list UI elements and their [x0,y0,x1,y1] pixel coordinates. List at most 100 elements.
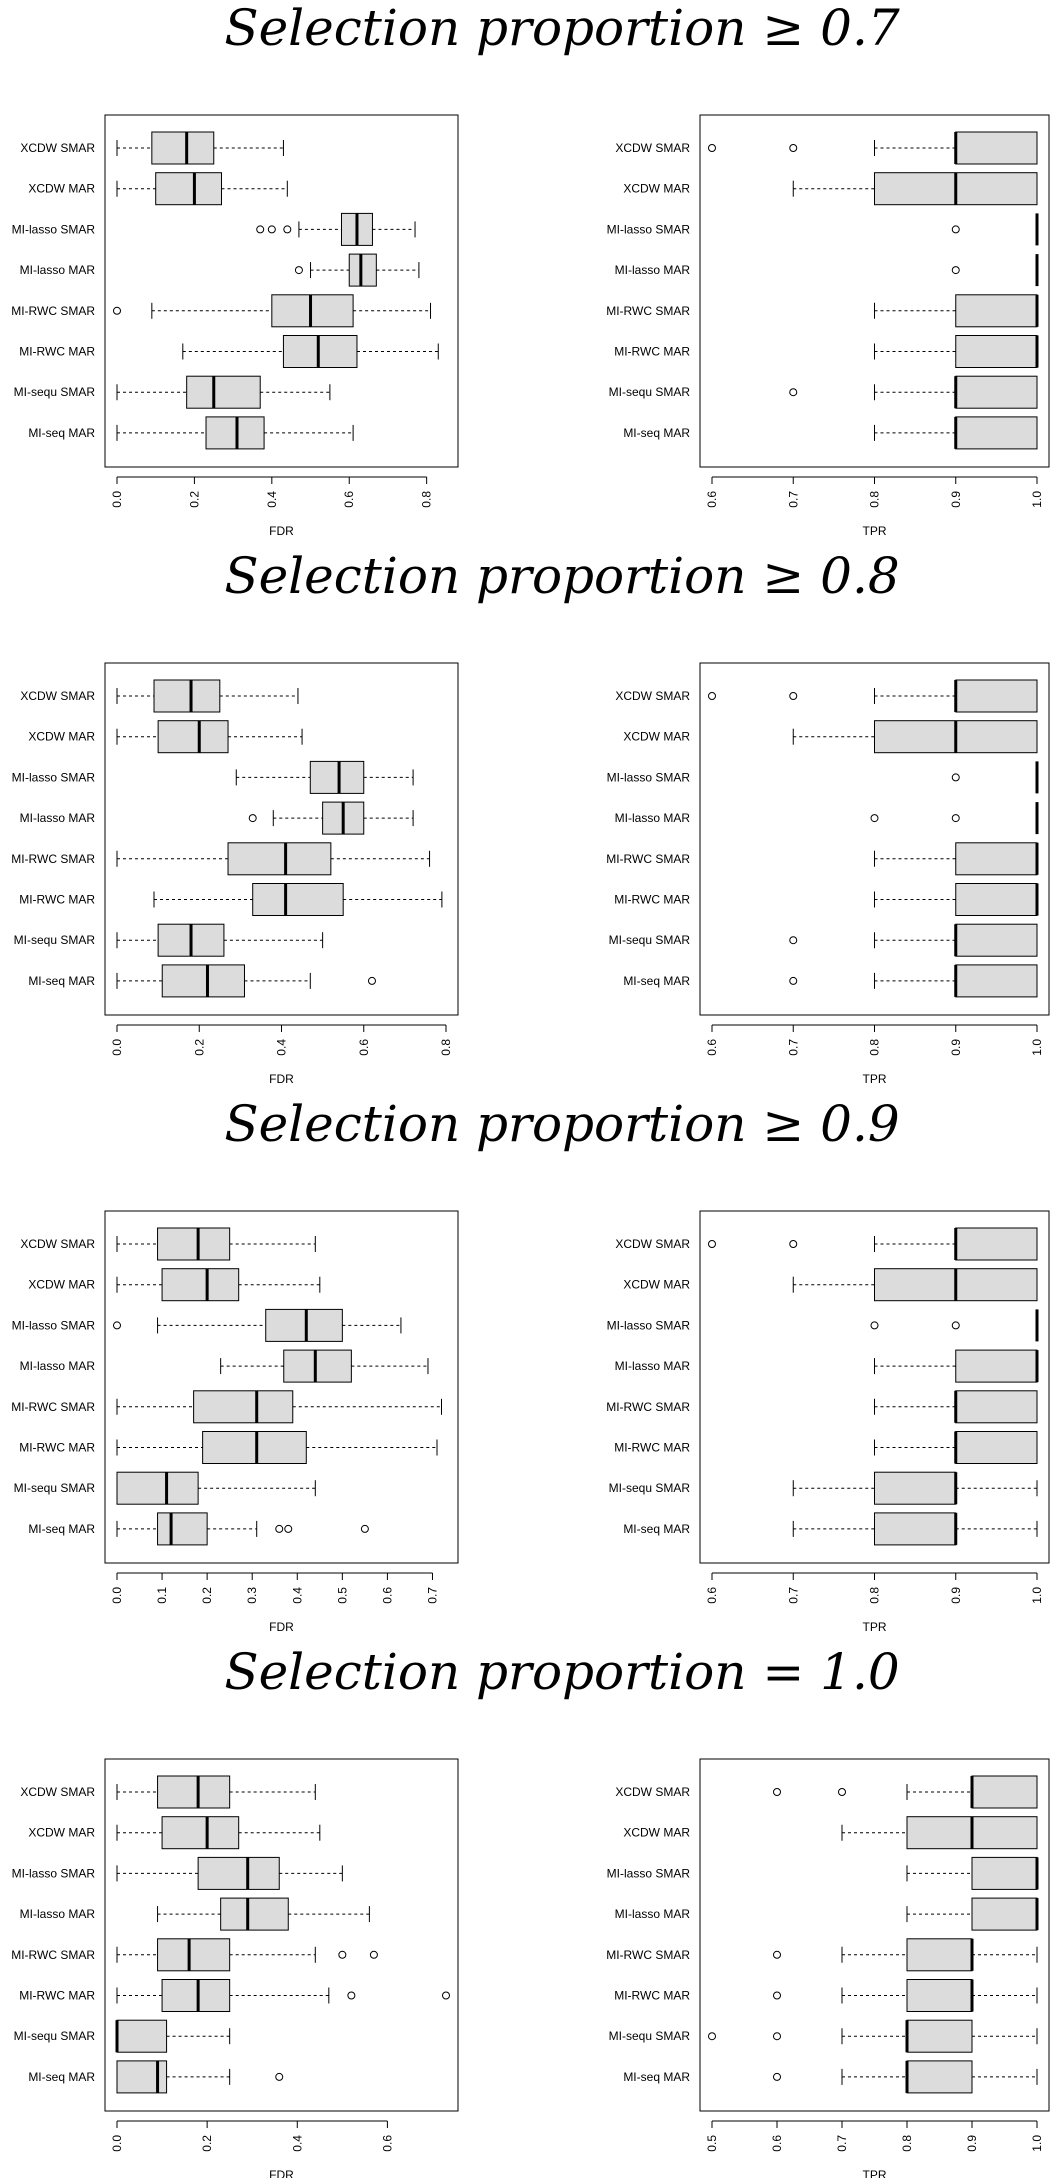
category-label: MI-RWC SMAR [11,1400,95,1414]
box [227,842,332,876]
box [161,964,245,998]
box [874,1512,957,1546]
box [955,131,1038,165]
x-tick-label: 0.8 [900,2135,914,2152]
x-tick-label: 0.5 [705,2135,719,2152]
box [955,1431,1038,1464]
x-axis-title: FDR [269,2168,294,2178]
box [955,1390,1038,1424]
category-label: MI-RWC MAR [614,1989,690,2003]
category-label: XCDW SMAR [615,689,690,703]
category-label: MI-sequ SMAR [609,1481,691,1495]
box [157,720,229,754]
outlier-point [267,225,276,234]
category-label: MI-lasso MAR [615,1907,691,1921]
plot-frame [699,1758,1050,2112]
x-tick-label: 0.6 [705,1039,719,1056]
x-tick-label: 0.0 [110,491,124,508]
category-label: MI-lasso SMAR [12,1318,96,1332]
x-tick-label: 0.0 [110,1587,124,1604]
category-label: XCDW MAR [623,1278,690,1292]
category-label: XCDW MAR [623,1826,690,1840]
x-tick-label: 0.3 [245,1587,259,1604]
category-label: MI-RWC SMAR [11,852,95,866]
category-label: MI-lasso SMAR [607,1318,691,1332]
x-tick-label: 0.8 [868,1039,882,1056]
category-label: MI-RWC MAR [614,1441,690,1455]
x-tick-label: 0.2 [200,2135,214,2152]
x-tick-label: 0.4 [290,2135,304,2152]
outlier-point [347,1991,356,2000]
box [971,1856,1038,1890]
box [283,1349,352,1383]
box [161,1816,240,1850]
box [282,335,358,368]
box [955,416,1038,450]
category-label: MI-lasso SMAR [12,222,96,236]
outlier-point [442,1991,450,2000]
category-label: MI-lasso MAR [615,1359,691,1373]
plot-frame [699,1210,1050,1564]
outlier-point [773,2032,781,2041]
x-axis-title: TPR [863,1620,887,1634]
category-label: XCDW MAR [28,182,95,196]
category-label: MI-RWC SMAR [606,304,690,318]
plot-frame [104,1210,459,1564]
outlier-point [367,976,376,985]
outlier-point [773,1950,781,1959]
outlier-point [275,1524,284,1533]
outlier-point [773,2072,781,2081]
box [186,375,261,409]
outlier-point [773,1788,781,1796]
x-tick-label: 0.9 [965,2135,979,2152]
category-label: MI-lasso MAR [20,811,96,825]
category-label: XCDW SMAR [615,1785,690,1799]
category-label: MI-RWC MAR [19,1989,95,2003]
category-label: MI-lasso MAR [20,1907,96,1921]
outlier-point [113,306,121,315]
outlier-point [951,266,960,275]
box [955,1227,1038,1261]
category-label: MI-seq MAR [28,1522,95,1536]
outlier-point [275,2072,284,2081]
box [955,335,1038,368]
x-tick-label: 0.8 [439,1039,453,1056]
outlier-point [773,1991,781,2000]
x-tick-label: 1.0 [1030,2135,1044,2152]
category-label: MI-lasso MAR [615,263,691,277]
x-tick-label: 0.0 [110,2135,124,2152]
outlier-point [870,814,879,823]
box [220,1897,289,1931]
category-label: MI-sequ SMAR [609,385,691,399]
x-axis-title: TPR [863,2168,887,2178]
box [202,1431,307,1464]
outlier-point [360,1524,369,1533]
x-tick-label: 0.6 [357,1039,371,1056]
category-label: XCDW MAR [623,730,690,744]
box [157,1227,231,1261]
box [955,294,1038,328]
x-tick-label: 0.0 [110,1039,124,1056]
outlier-point [789,1240,798,1248]
category-label: MI-lasso MAR [615,811,691,825]
box [971,1775,1038,1809]
box [157,1938,231,1972]
outlier-point [284,1524,293,1533]
outlier-point [789,388,798,397]
category-label: MI-lasso SMAR [607,770,691,784]
category-label: MI-RWC MAR [19,1441,95,1455]
box [116,2060,168,2094]
box [157,1512,208,1546]
x-axis-title: TPR [863,524,887,538]
box [265,1308,343,1342]
plot-frame [699,114,1050,468]
box [151,131,215,165]
category-label: MI-sequ SMAR [14,385,96,399]
x-axis-title: FDR [269,1072,294,1086]
x-tick-label: 1.0 [1030,1587,1044,1604]
section-title: Selection proportion ≥ 0.9 [224,1095,899,1153]
category-label: MI-RWC SMAR [606,852,690,866]
category-label: MI-RWC MAR [19,893,95,907]
category-label: MI-lasso SMAR [12,1866,96,1880]
